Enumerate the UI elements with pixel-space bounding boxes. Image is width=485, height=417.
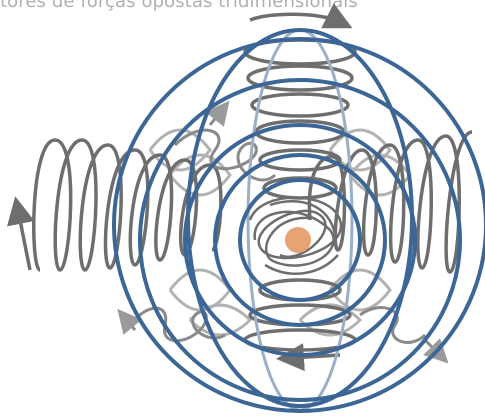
- diagram-caption: tores de forças opostas tridimensionais: [0, 0, 358, 12]
- ring-inner: [238, 178, 362, 302]
- core-particle: [285, 227, 311, 253]
- ring-medium: [183, 123, 417, 357]
- ring-outer: [112, 37, 485, 413]
- horizontal-coil: [7, 130, 473, 274]
- ring-vertical: [186, 28, 414, 408]
- ring-large: [138, 78, 462, 402]
- ring-small: [213, 153, 387, 327]
- central-tangle: [248, 196, 343, 275]
- force-rings: [112, 28, 485, 413]
